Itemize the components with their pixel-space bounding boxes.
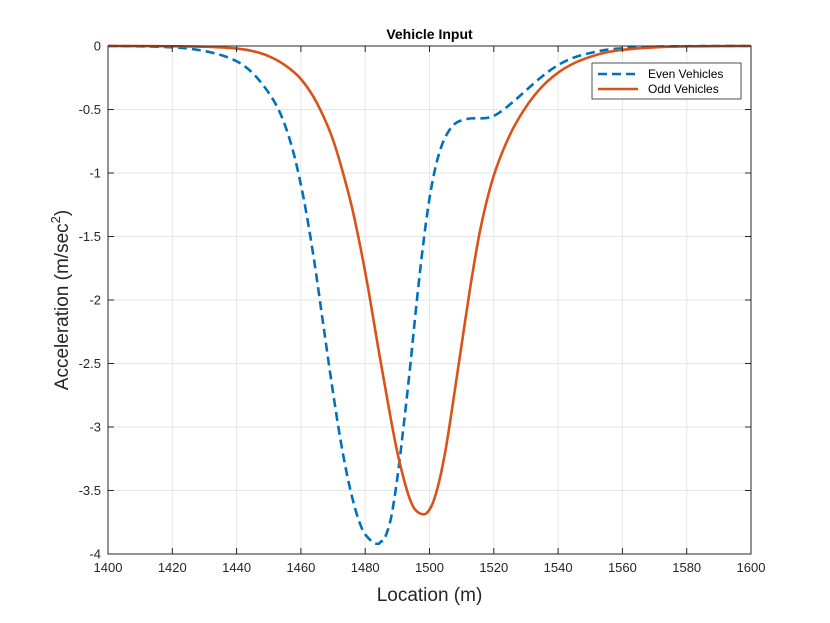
series-line-odd-vehicles [107, 44, 752, 516]
y-tick-label: -0.5 [79, 102, 101, 117]
y-tick-label: -3 [89, 420, 101, 435]
x-tick-label: 1460 [286, 560, 315, 575]
y-tick-label: -1 [89, 166, 101, 181]
x-tick-label: 1480 [351, 560, 380, 575]
tick-marks [107, 45, 752, 555]
x-tick-label: 1400 [94, 560, 123, 575]
x-tick-label: 1580 [672, 560, 701, 575]
x-tick-label: 1540 [544, 560, 573, 575]
x-tick-label: 1520 [479, 560, 508, 575]
y-axis-label-end: ) [52, 210, 73, 216]
x-tick-label: 1420 [158, 560, 187, 575]
x-tick-label: 1560 [608, 560, 637, 575]
y-tick-label: -2.5 [79, 356, 101, 371]
series-layer [107, 44, 752, 546]
y-axis-label-main: Acceleration (m/sec [52, 223, 73, 390]
y-axis-label: Acceleration (m/sec2) [48, 210, 73, 390]
legend: Even Vehicles Odd Vehicles [591, 62, 742, 100]
series-line-even-vehicles [107, 44, 752, 546]
y-tick-label: -1.5 [79, 229, 101, 244]
y-axis-label-superscript: 2 [48, 216, 63, 223]
x-tick-label: 1600 [737, 560, 766, 575]
x-tick-label: 1500 [415, 560, 444, 575]
grid [108, 46, 751, 554]
tick-labels: 1400 1420 1440 1460 1480 1500 1520 1540 1560 1580… [79, 39, 766, 576]
y-tick-label: -3.5 [79, 483, 101, 498]
y-tick-label: -2 [89, 293, 101, 308]
y-tick-label: -4 [89, 547, 101, 562]
x-tick-label: 1440 [222, 560, 251, 575]
legend-label-even: Even Vehicles [648, 67, 723, 81]
legend-label-odd: Odd Vehicles [648, 82, 719, 96]
legend-box [591, 62, 742, 100]
y-tick-label: 0 [94, 39, 101, 54]
x-axis-label: Location (m) [377, 585, 483, 606]
chart-title: Vehicle Input [386, 26, 473, 42]
